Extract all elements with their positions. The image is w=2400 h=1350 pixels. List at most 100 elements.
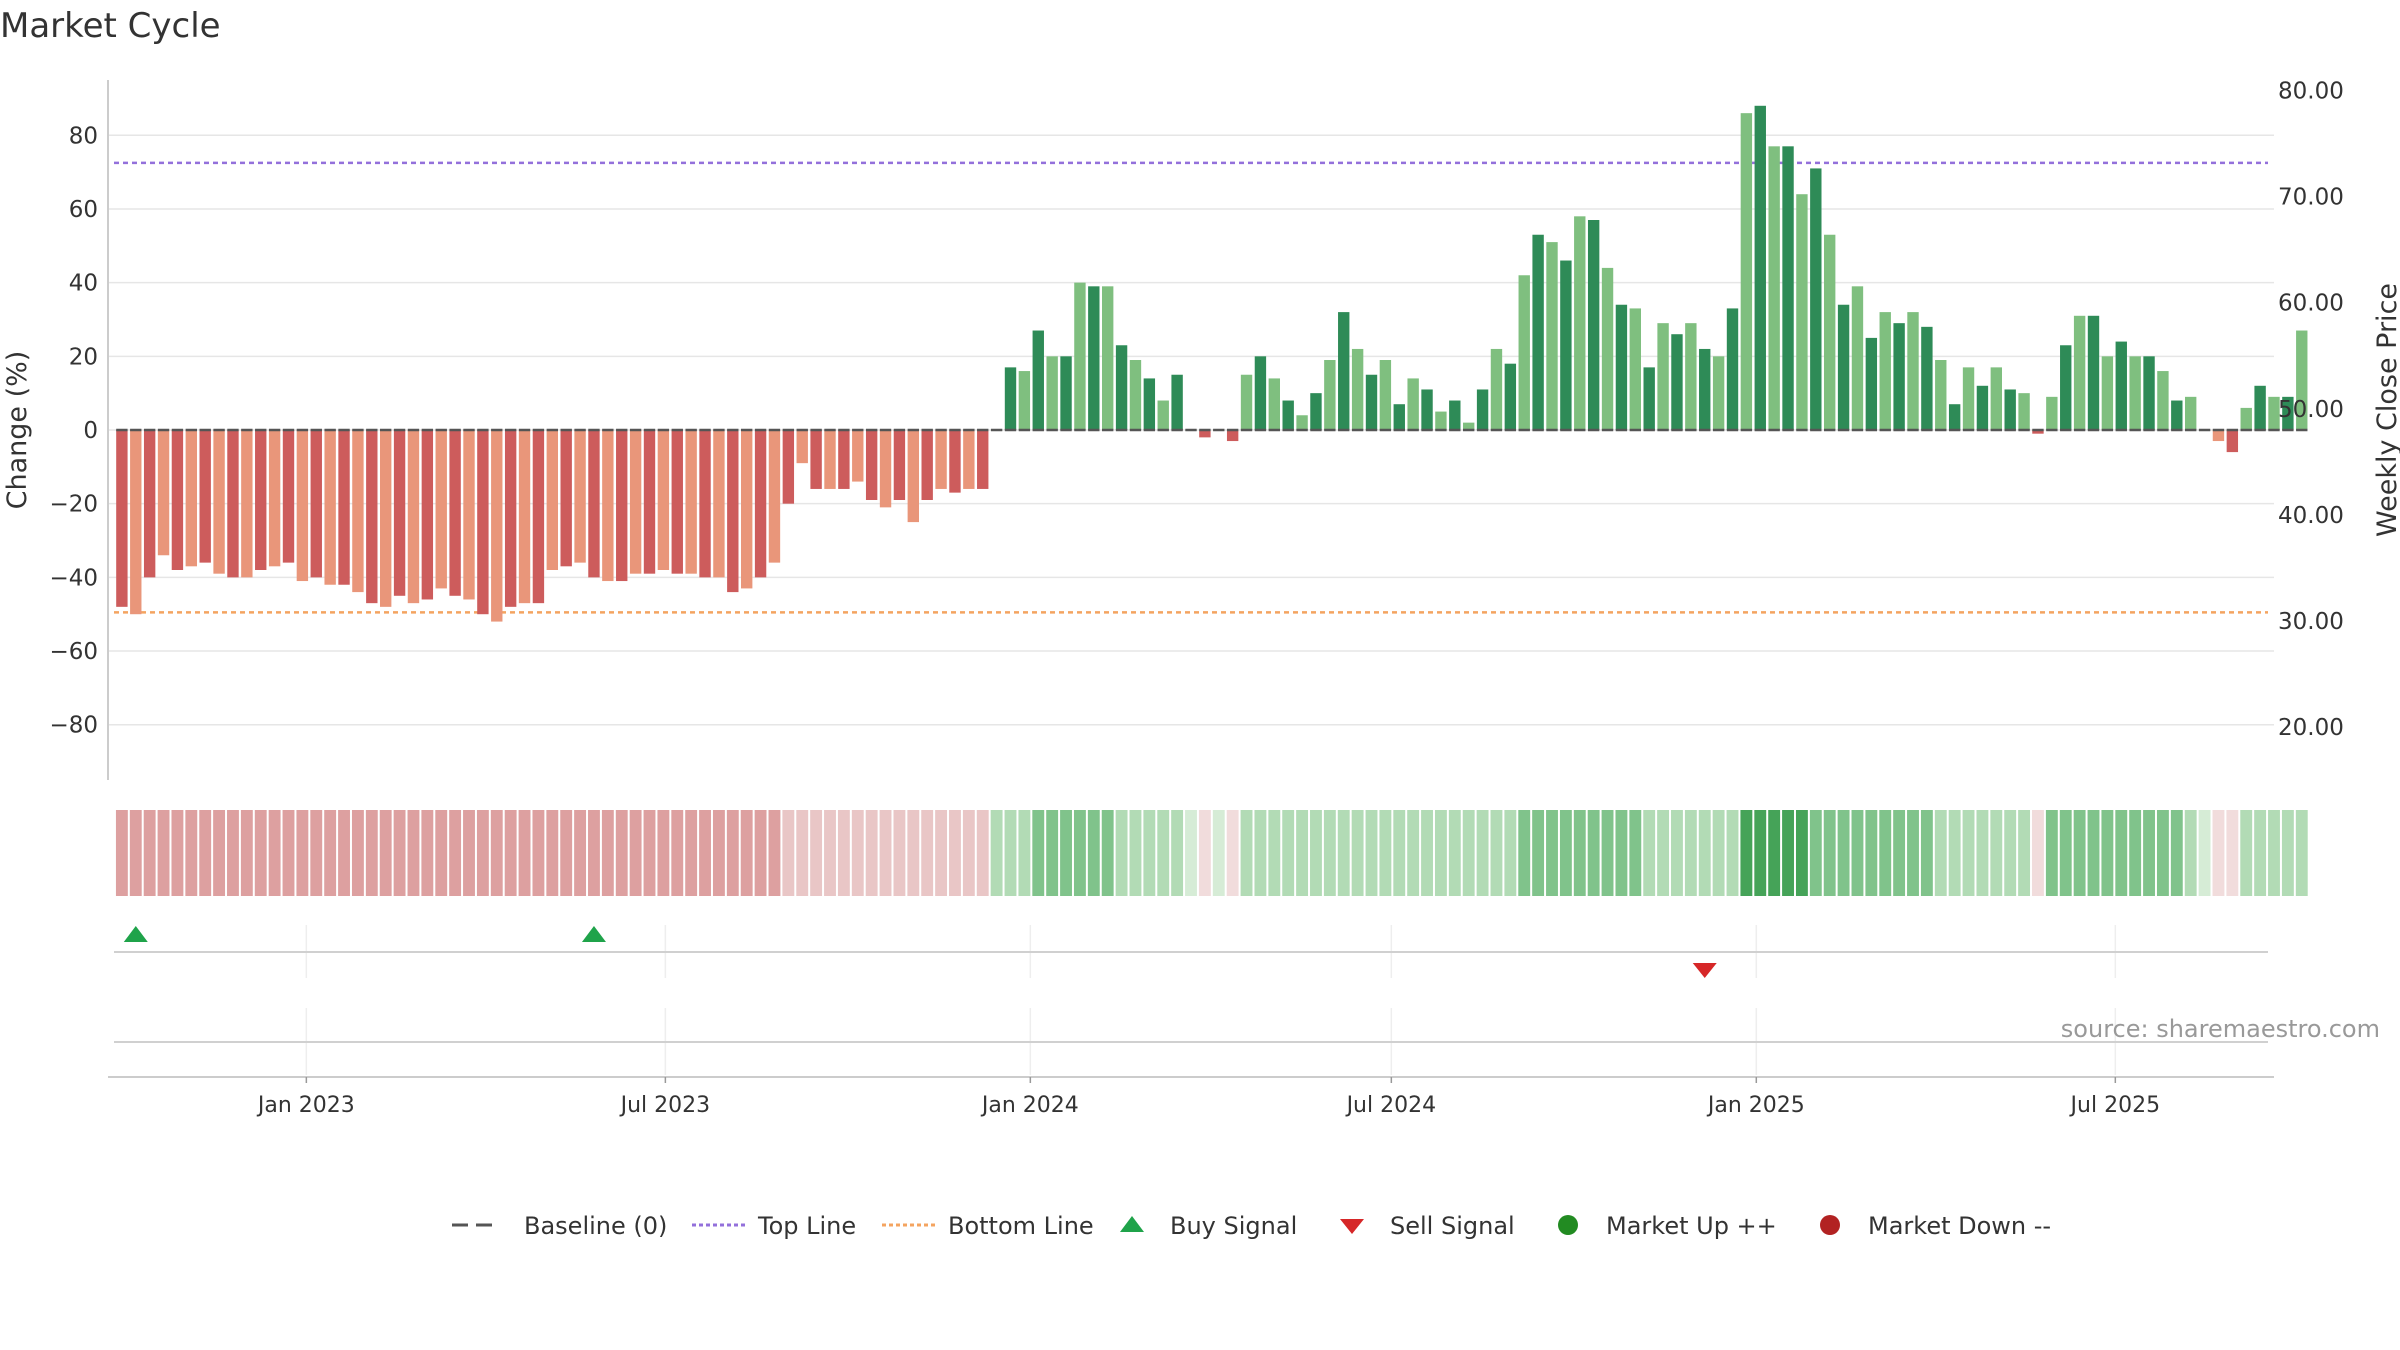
source-label: source: sharemaestro.com bbox=[2061, 1015, 2380, 1043]
bar bbox=[1435, 411, 1447, 430]
heat-cell bbox=[1837, 810, 1850, 896]
heat-cell bbox=[2045, 810, 2058, 896]
bar bbox=[463, 430, 475, 600]
heat-cell bbox=[1198, 810, 1211, 896]
heat-cell bbox=[2129, 810, 2142, 896]
grid-layer bbox=[108, 134, 2274, 726]
bar bbox=[1407, 378, 1419, 430]
bar bbox=[935, 430, 947, 489]
heat-cell bbox=[324, 810, 337, 896]
y2-tick-label: 80.00 bbox=[2278, 79, 2344, 105]
heat-cell bbox=[1310, 810, 1322, 896]
bar bbox=[421, 430, 434, 600]
heat-cell bbox=[2032, 810, 2044, 896]
heat-cell bbox=[574, 810, 587, 896]
bar bbox=[366, 430, 378, 604]
heat-cell bbox=[2212, 810, 2225, 896]
bar bbox=[1851, 286, 1864, 430]
bar bbox=[2018, 393, 2030, 430]
heat-cell bbox=[1337, 810, 1350, 896]
bar bbox=[1768, 146, 1780, 430]
bar bbox=[685, 430, 697, 574]
heat-cell bbox=[810, 810, 823, 896]
heat-cell bbox=[712, 810, 725, 896]
heat-cell bbox=[1060, 810, 1072, 896]
heat-cell bbox=[2087, 810, 2100, 896]
heat-cell bbox=[657, 810, 670, 896]
bar bbox=[518, 430, 531, 604]
legend-item: Bottom Line bbox=[882, 1212, 1094, 1240]
bar bbox=[574, 430, 586, 563]
heat-cell bbox=[1601, 810, 1614, 896]
bar bbox=[671, 430, 683, 574]
heat-cell bbox=[1393, 810, 1406, 896]
heat-cell bbox=[2018, 810, 2031, 896]
heat-cell bbox=[532, 810, 545, 896]
legend-item: Baseline (0) bbox=[452, 1212, 667, 1240]
heat-cell bbox=[740, 810, 753, 896]
heat-cell bbox=[1323, 810, 1336, 896]
y-tick-label: −80 bbox=[49, 713, 98, 739]
triangle-up-icon bbox=[1120, 1216, 1144, 1232]
heat-cell bbox=[1171, 810, 1184, 896]
heat-cell bbox=[1157, 810, 1170, 896]
heat-cell bbox=[699, 810, 711, 896]
legend-item: Sell Signal bbox=[1340, 1212, 1515, 1240]
heat-cell bbox=[268, 810, 281, 896]
status-track bbox=[114, 1008, 2268, 1075]
bar bbox=[1643, 367, 1655, 430]
bar bbox=[1865, 337, 1878, 430]
x-tick-label: Jan 2025 bbox=[1706, 1093, 1805, 1118]
bar bbox=[2073, 315, 2086, 430]
bar bbox=[1268, 378, 1281, 430]
heat-cell bbox=[1129, 810, 1142, 896]
bar bbox=[1338, 312, 1350, 430]
heat-cell bbox=[1296, 810, 1309, 896]
legend-label: Market Up ++ bbox=[1606, 1212, 1777, 1240]
heat-cell bbox=[754, 810, 767, 896]
heat-cell bbox=[1782, 810, 1794, 896]
bar bbox=[629, 430, 642, 574]
heat-cell bbox=[768, 810, 781, 896]
bar bbox=[2143, 356, 2155, 430]
heat-cell bbox=[2073, 810, 2086, 896]
bar bbox=[1699, 348, 1711, 430]
heat-cell bbox=[2254, 810, 2267, 896]
bar bbox=[754, 430, 767, 578]
bar bbox=[2171, 400, 2183, 430]
heat-cell bbox=[282, 810, 295, 896]
bar bbox=[282, 430, 295, 563]
bar bbox=[1462, 422, 1475, 430]
bar bbox=[477, 430, 489, 615]
heat-cell bbox=[782, 810, 795, 896]
heat-cell bbox=[1226, 810, 1239, 896]
heat-cell bbox=[1934, 810, 1947, 896]
bar bbox=[1393, 404, 1405, 430]
x-tick-label: Jul 2025 bbox=[2069, 1093, 2161, 1118]
heat-cell bbox=[463, 810, 475, 896]
legend-label: Buy Signal bbox=[1170, 1212, 1297, 1240]
bar bbox=[213, 430, 225, 574]
bar bbox=[116, 430, 128, 607]
heat-cell bbox=[393, 810, 406, 896]
heat-cell bbox=[893, 810, 906, 896]
heat-cell bbox=[1143, 810, 1156, 896]
heat-cell bbox=[2059, 810, 2072, 896]
heat-cell bbox=[990, 810, 1003, 896]
bar bbox=[268, 430, 281, 567]
bar bbox=[449, 430, 461, 596]
y-tick-label: −60 bbox=[49, 639, 98, 665]
heat-cell bbox=[1434, 810, 1447, 896]
bar bbox=[1379, 360, 1392, 430]
heat-cell bbox=[1976, 810, 1989, 896]
bar bbox=[1532, 234, 1544, 430]
bar bbox=[1504, 363, 1517, 430]
heat-cell bbox=[1462, 810, 1475, 896]
heat-cell bbox=[546, 810, 559, 896]
y-tick-label: −40 bbox=[49, 565, 98, 591]
heat-cell bbox=[504, 810, 517, 896]
bar bbox=[1365, 374, 1378, 430]
heat-cell bbox=[1073, 810, 1086, 896]
bar bbox=[296, 430, 309, 582]
legend-label: Market Down -- bbox=[1868, 1212, 2051, 1240]
